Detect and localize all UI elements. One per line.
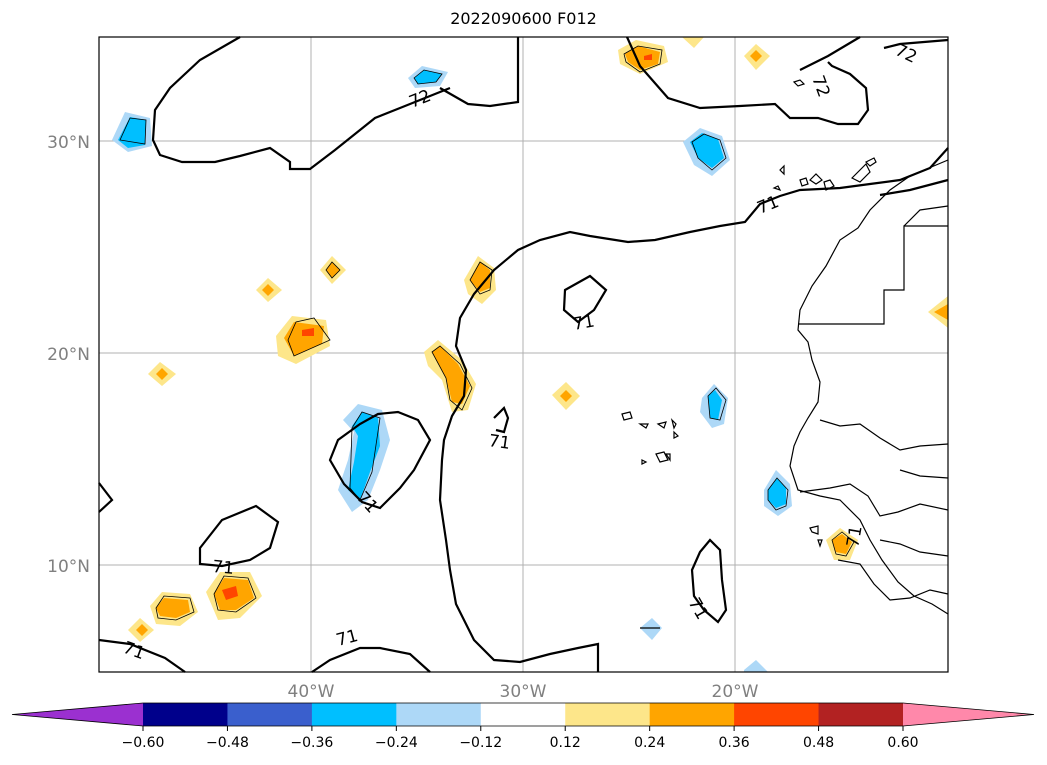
contour-label: 71: [843, 524, 866, 549]
longitude-labels: 40°W 30°W 20°W: [288, 682, 759, 702]
lat-label: 20°N: [47, 345, 90, 365]
colorbar-swatch: [143, 703, 228, 726]
colorbar-tick-label: 0.24: [634, 735, 665, 751]
lat-label: 10°N: [47, 557, 90, 577]
lon-label: 20°W: [712, 682, 759, 702]
positive-anomaly-patches: [128, 37, 948, 642]
colorbar-swatch: [818, 703, 904, 726]
colorbar-extend-high: [903, 703, 1034, 726]
contour-label: 71: [571, 311, 596, 334]
contour-label: 71: [487, 431, 511, 454]
colorbar-tick-label: 0.36: [719, 735, 750, 751]
lon-label: 40°W: [288, 682, 335, 702]
colorbar-tick-label: −0.60: [122, 735, 165, 751]
plot-frame: [98, 36, 949, 673]
anomaly-outlines: [119, 45, 855, 621]
colorbar-tick-label: −0.48: [206, 735, 249, 751]
colorbar-tick-label: 0.48: [803, 735, 834, 751]
colorbar-extend-low: [12, 703, 143, 726]
latitude-labels: 30°N 20°N 10°N: [47, 133, 90, 577]
colorbar-swatch: [734, 703, 820, 726]
contour-label: 71: [212, 557, 235, 579]
colorbar-tick-label: 0.60: [887, 735, 918, 751]
colorbar-swatch: [649, 703, 735, 726]
coastlines: [621, 79, 949, 629]
colorbar: −0.60 −0.48 −0.36 −0.24 −0.12 0.12 0.24 0.36 0.4…: [11, 702, 1035, 751]
colorbar-swatch: [396, 703, 482, 726]
colorbar-tick-label: −0.36: [290, 735, 333, 751]
colorbar-tick-label: −0.24: [375, 735, 418, 751]
colorbar-swatch: [227, 703, 313, 726]
lat-label: 30°N: [47, 133, 90, 153]
colorbar-tick-label: 0.12: [550, 735, 581, 751]
colorbar-swatch: [565, 703, 651, 726]
thick-contours: [98, 36, 949, 673]
map-title: 2022090600 F012: [450, 9, 597, 28]
colorbar-swatch: [311, 703, 397, 726]
colorbar-tick-label: −0.12: [459, 735, 502, 751]
colorbar-swatch: [480, 703, 566, 726]
lon-label: 30°W: [500, 682, 547, 702]
